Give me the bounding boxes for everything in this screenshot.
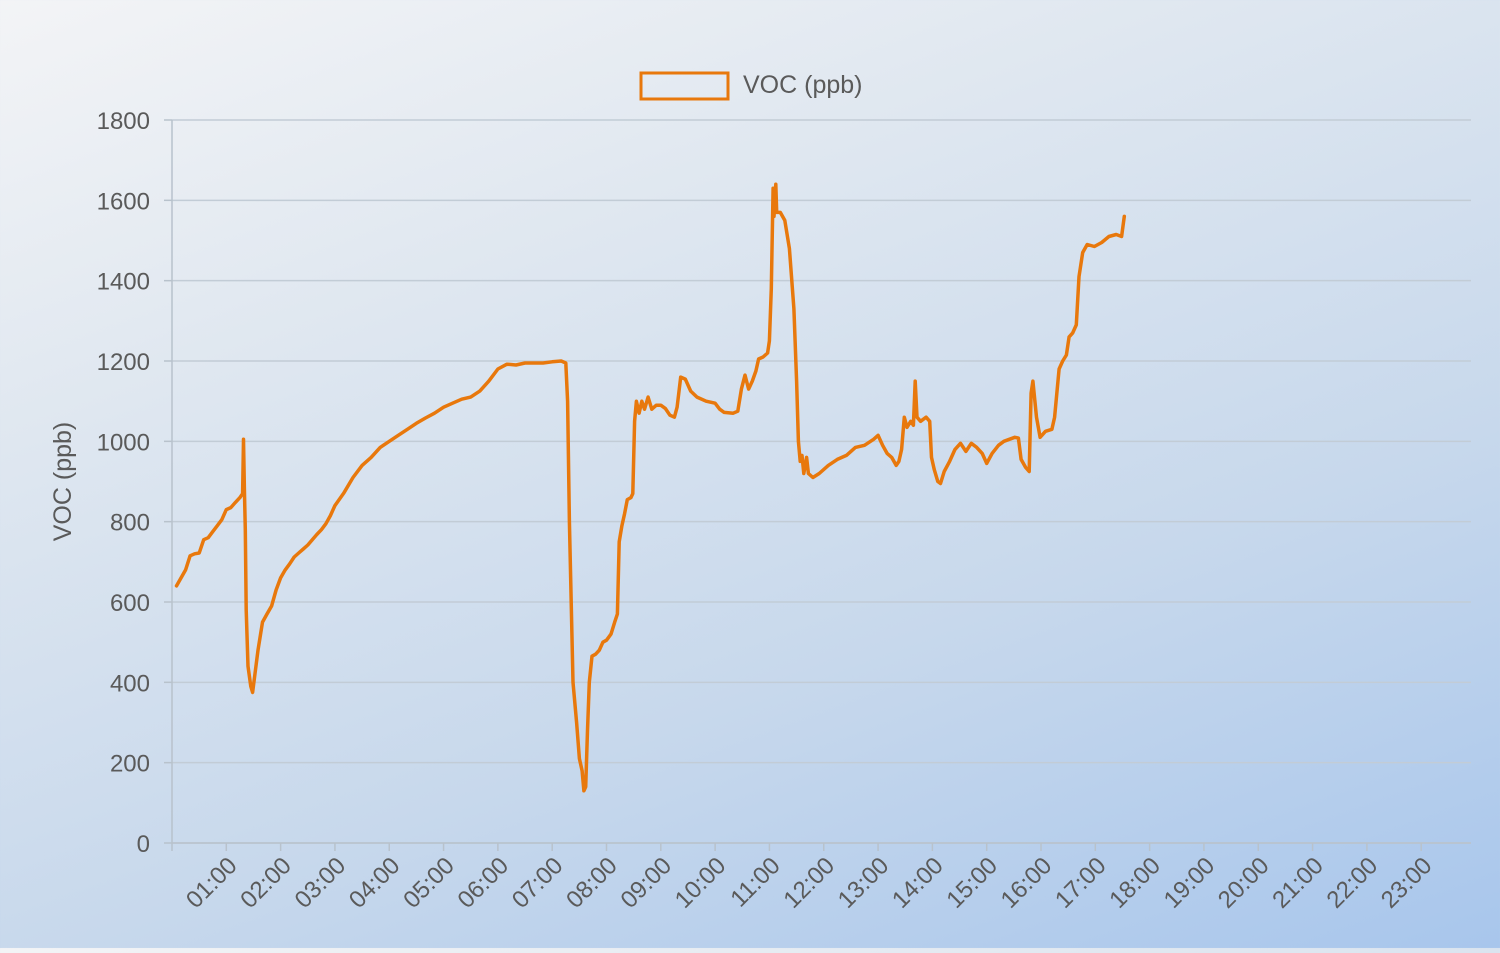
y-tick-label: 1000: [97, 429, 150, 456]
series-line-voc: [174, 182, 1127, 793]
y-tick-label: 1800: [97, 108, 150, 135]
x-tick-label: 19:00: [1159, 852, 1221, 914]
y-tick-label: 0: [137, 831, 150, 858]
x-tick-label: 01:00: [181, 852, 243, 914]
x-tick-label: 13:00: [833, 852, 895, 914]
legend-swatch[interactable]: [639, 71, 730, 101]
x-tick-labels: 01:0002:0003:0004:0005:0006:0007:0008:00…: [181, 843, 1437, 914]
x-tick-label: 21:00: [1267, 852, 1329, 914]
x-tick-label: 06:00: [453, 852, 515, 914]
y-axis-title: VOC (ppb): [49, 422, 77, 541]
x-tick-label: 09:00: [616, 852, 678, 914]
x-tick-label: 03:00: [290, 852, 352, 914]
y-tick-label: 1200: [97, 349, 150, 376]
x-tick-label: 11:00: [725, 852, 785, 912]
x-tick-label: 02:00: [235, 852, 297, 914]
x-tick-label: 10:00: [670, 852, 732, 914]
x-tick-label: 04:00: [344, 852, 406, 914]
y-tick-labels: 0 200 400 600 800 1000 1200 1400 1600 1800: [97, 108, 172, 858]
x-tick-label: 07:00: [507, 852, 569, 914]
x-tick-label: 17:00: [1050, 852, 1112, 914]
x-tick-label: 12:00: [778, 852, 840, 914]
y-tick-label: 200: [110, 751, 150, 778]
y-tick-label: 400: [110, 670, 150, 697]
x-tick-label: 08:00: [561, 852, 623, 914]
series-layer: [174, 182, 1127, 793]
x-tick-label: 23:00: [1376, 852, 1438, 914]
x-tick-label: 18:00: [1104, 852, 1166, 914]
axes: [171, 120, 1471, 851]
x-tick-label: 20:00: [1213, 852, 1275, 914]
y-tick-label: 1600: [97, 188, 150, 215]
x-tick-label: 16:00: [996, 852, 1058, 914]
x-tick-label: 14:00: [887, 852, 949, 914]
legend[interactable]: VOC (ppb): [639, 71, 862, 101]
legend-label: VOC (ppb): [743, 71, 862, 99]
x-tick-label: 22:00: [1322, 852, 1384, 914]
y-tick-label: 1400: [97, 269, 150, 296]
y-tick-label: 800: [110, 510, 150, 537]
y-tick-label: 600: [110, 590, 150, 617]
x-tick-label: 15:00: [941, 852, 1003, 914]
grid-lines: [172, 119, 1471, 844]
x-tick-label: 05:00: [398, 852, 460, 914]
